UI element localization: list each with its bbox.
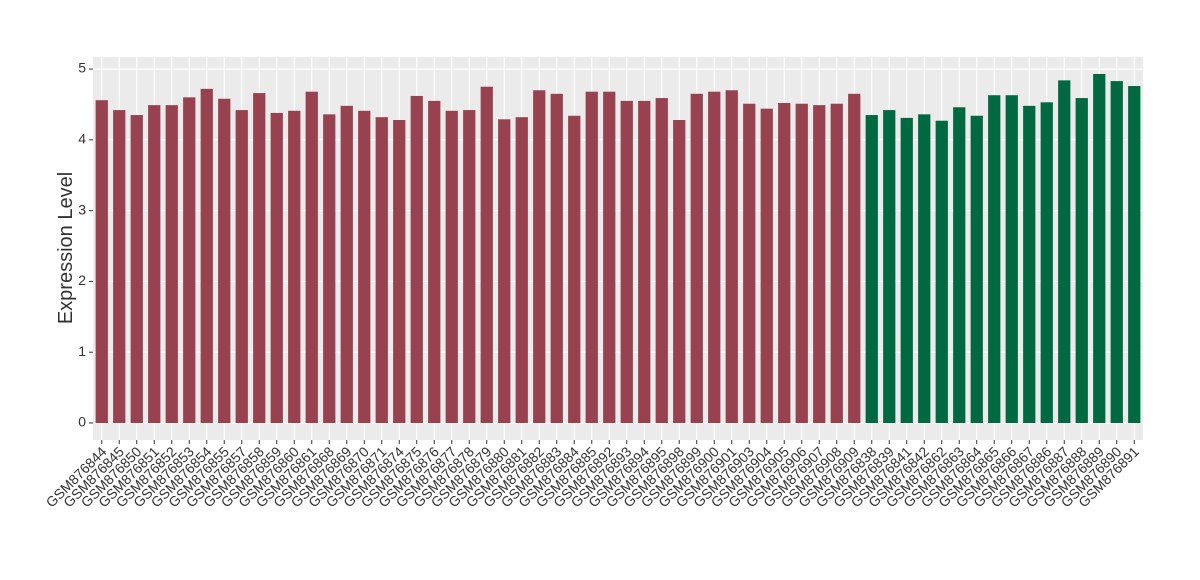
bar (830, 103, 843, 424)
y-axis-label: Expression Level (55, 172, 77, 324)
bar (743, 103, 756, 424)
bar (130, 115, 143, 424)
bar (375, 117, 388, 424)
bar (1058, 80, 1071, 424)
bar (865, 115, 878, 424)
bar (1040, 102, 1053, 424)
bar (638, 100, 651, 424)
bar (1093, 73, 1106, 424)
bar (393, 120, 406, 424)
bar (358, 110, 371, 424)
bar (813, 105, 826, 424)
bar (1110, 81, 1123, 424)
bar (95, 100, 108, 424)
y-tick-label: 0 (78, 414, 86, 430)
y-tick-label: 3 (78, 201, 86, 217)
bar (1128, 86, 1141, 424)
bar (183, 97, 196, 424)
bar (340, 105, 353, 424)
bar (970, 115, 983, 424)
bar (218, 98, 231, 424)
bar (690, 93, 703, 424)
bar (480, 86, 493, 424)
bar (778, 103, 791, 424)
bar (1005, 95, 1018, 424)
bar (1075, 98, 1088, 424)
panel-background (93, 57, 1143, 440)
bar (883, 110, 896, 424)
bar (270, 112, 283, 424)
bar (568, 115, 581, 424)
bar (305, 91, 318, 424)
bar (725, 90, 738, 424)
bar (323, 114, 336, 424)
bar (428, 100, 441, 424)
bar (113, 110, 126, 424)
bar (585, 91, 598, 424)
y-tick-label: 1 (78, 343, 86, 359)
bar (848, 93, 861, 424)
bar (708, 91, 721, 424)
bar (515, 117, 528, 424)
bar (760, 108, 773, 424)
bar (498, 119, 511, 424)
bar (795, 103, 808, 424)
bar (235, 110, 248, 424)
bar (935, 120, 948, 424)
y-tick-label: 2 (78, 272, 86, 288)
bar (550, 93, 563, 424)
bar (533, 90, 546, 424)
bar (655, 98, 668, 424)
bar (200, 88, 213, 424)
bar (410, 95, 423, 424)
bar (445, 110, 458, 424)
bar (953, 107, 966, 424)
bar (918, 114, 931, 424)
bar (1023, 105, 1036, 424)
bar (148, 105, 161, 424)
bar (463, 110, 476, 424)
y-tick-label: 4 (78, 131, 86, 147)
bar (988, 95, 1001, 424)
bar (165, 105, 178, 424)
bar (253, 93, 266, 424)
bar (673, 120, 686, 424)
bar (288, 110, 301, 424)
bar (900, 117, 913, 424)
bar (620, 100, 633, 424)
bar (603, 91, 616, 424)
y-tick-label: 5 (78, 60, 86, 76)
